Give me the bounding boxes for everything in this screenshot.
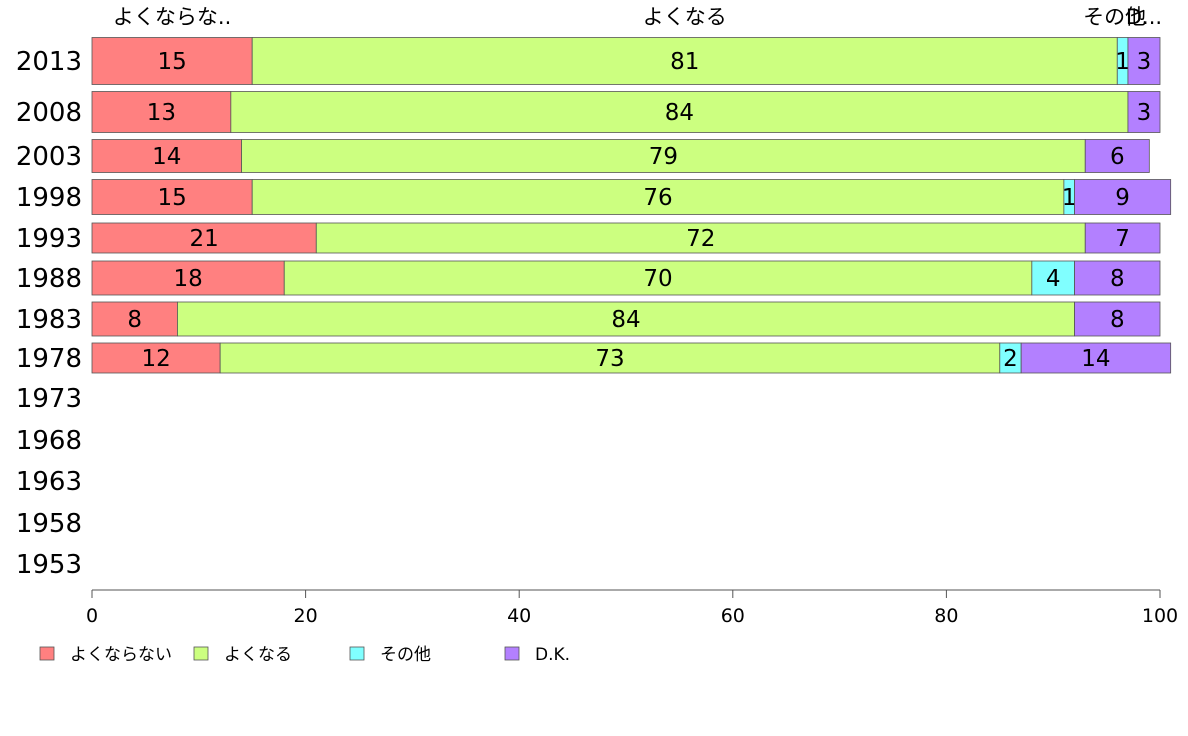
bar-segment	[1084, 222, 1161, 254]
bar-segment	[1020, 342, 1172, 374]
bar-value-label: 14	[152, 144, 181, 170]
bar-value-label: 76	[643, 185, 672, 211]
bar-value-label: 70	[643, 266, 672, 292]
year-label: 1973	[16, 384, 82, 414]
bar-segment	[91, 37, 253, 85]
bar-value-label: 3	[1137, 49, 1152, 75]
bar-value-label: 18	[173, 266, 202, 292]
year-label: 1953	[16, 550, 82, 580]
top-category-label: よくなる	[643, 5, 727, 29]
bar-value-label: 12	[141, 346, 170, 372]
bar-value-label: 73	[595, 346, 624, 372]
bar-value-label: 15	[157, 185, 186, 211]
bar-value-label: 3	[1137, 100, 1152, 126]
x-tick-label: 40	[507, 605, 531, 627]
bar-segment	[219, 342, 1001, 374]
top-category-label: D...	[1126, 5, 1162, 29]
bar-segment	[91, 342, 221, 374]
x-tick-label: 0	[86, 605, 98, 627]
year-label: 1988	[16, 264, 82, 294]
bar-segment	[91, 139, 242, 173]
legend-swatch	[193, 646, 209, 661]
bar-value-label: 15	[157, 49, 186, 75]
year-label: 1983	[16, 305, 82, 335]
x-tick-label: 60	[721, 605, 745, 627]
legend-label: D.K.	[535, 645, 570, 665]
bar-value-label: 9	[1115, 185, 1130, 211]
year-label: 1968	[16, 426, 82, 456]
legend-swatch	[39, 646, 55, 661]
bar-value-label: 8	[127, 307, 142, 333]
bar-segment	[91, 301, 178, 337]
bar-value-label: 1	[1062, 185, 1077, 211]
bar-segment	[1074, 301, 1161, 337]
year-label: 1998	[16, 183, 82, 213]
bar-segment	[1084, 139, 1150, 173]
bar-value-label: 84	[611, 307, 640, 333]
bar-value-label: 81	[670, 49, 699, 75]
year-label: 1958	[16, 509, 82, 539]
year-label: 1963	[16, 467, 82, 497]
bar-segment	[91, 260, 285, 296]
bar-segment	[1127, 91, 1161, 133]
top-category-label: よくならな..	[113, 5, 231, 29]
bar-segment	[315, 222, 1086, 254]
year-label: 2003	[16, 142, 82, 172]
legend-swatch	[349, 646, 365, 661]
year-label: 1993	[16, 224, 82, 254]
bar-value-label: 8	[1110, 307, 1125, 333]
bar-value-label: 72	[686, 226, 715, 252]
bar-value-label: 79	[649, 144, 678, 170]
x-tick-label: 80	[934, 605, 958, 627]
bar-value-label: 2	[1003, 346, 1018, 372]
bar-value-label: 4	[1046, 266, 1061, 292]
bar-value-label: 8	[1110, 266, 1125, 292]
year-label: 2013	[16, 47, 82, 77]
x-tick-label: 100	[1142, 605, 1178, 627]
bar-value-label: 13	[147, 100, 176, 126]
bar-segment	[91, 91, 232, 133]
year-label: 2008	[16, 98, 82, 128]
bar-segment	[241, 139, 1086, 173]
legend-swatch	[504, 646, 520, 661]
bar-segment	[1127, 37, 1161, 85]
bar-value-label: 14	[1081, 346, 1110, 372]
bar-value-label: 1	[1115, 49, 1130, 75]
bar-segment	[177, 301, 1075, 337]
bar-value-label: 84	[665, 100, 694, 126]
year-label: 1978	[16, 344, 82, 374]
bar-segment	[251, 179, 1065, 215]
top-category-label: その他	[1083, 5, 1146, 29]
bar-segment	[91, 222, 317, 254]
x-tick-label: 20	[294, 605, 318, 627]
bar-value-label: 21	[189, 226, 218, 252]
bar-segment	[251, 37, 1118, 85]
bar-value-label: 7	[1115, 226, 1130, 252]
legend-label: よくなる	[224, 645, 292, 665]
bar-segment	[1074, 260, 1161, 296]
bar-value-label: 6	[1110, 144, 1125, 170]
bar-segment	[230, 91, 1129, 133]
legend-label: よくならない	[70, 645, 172, 665]
bar-segment	[283, 260, 1033, 296]
legend-label: その他	[380, 645, 431, 665]
bar-segment	[1074, 179, 1172, 215]
bar-segment	[1031, 260, 1075, 296]
